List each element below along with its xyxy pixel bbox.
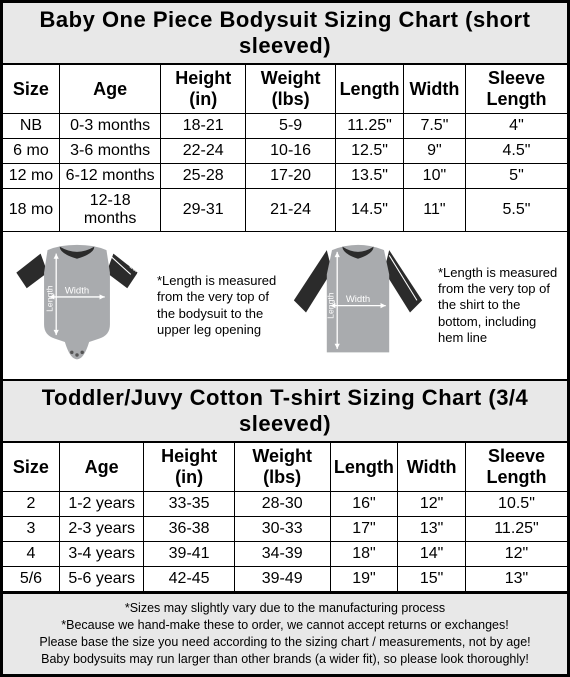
- table-cell: 3: [3, 517, 59, 542]
- disclaimer-line: *Because we hand-make these to order, we…: [11, 617, 559, 634]
- table-cell: 5.5": [465, 189, 567, 232]
- table-cell: 19": [330, 567, 398, 592]
- length-label: Length: [45, 285, 55, 312]
- table-cell: 15": [398, 567, 466, 592]
- table-cell: NB: [3, 114, 59, 139]
- table-row: 18 mo12-18 months29-3121-2414.5"11"5.5": [3, 189, 567, 232]
- table-cell: 34-39: [234, 542, 330, 567]
- column-header: Weight (lbs): [234, 443, 330, 492]
- column-header: Length: [336, 65, 404, 114]
- note-left: *Length is measured from the very top of…: [153, 273, 282, 338]
- diagram-section: Width Length Sleeve Length *Length is me…: [3, 232, 567, 381]
- table-row: 43-4 years39-4134-3918"14"12": [3, 542, 567, 567]
- table-cell: 5-6 years: [59, 567, 144, 592]
- table-cell: 4.5": [465, 139, 567, 164]
- table-cell: 3-4 years: [59, 542, 144, 567]
- table-cell: 4": [465, 114, 567, 139]
- table-cell: 28-30: [234, 492, 330, 517]
- table-cell: 16": [330, 492, 398, 517]
- table-cell: 1-2 years: [59, 492, 144, 517]
- width-label: Width: [65, 285, 89, 296]
- table-cell: 10-16: [246, 139, 336, 164]
- table-cell: 10.5": [465, 492, 567, 517]
- table-cell: 18": [330, 542, 398, 567]
- column-header: Height (in): [161, 65, 246, 114]
- column-header: Width: [398, 443, 466, 492]
- column-header: Width: [403, 65, 465, 114]
- chart2-table: SizeAgeHeight (in)Weight (lbs)LengthWidt…: [3, 443, 567, 592]
- table-cell: 5": [465, 164, 567, 189]
- note-right: *Length is measured from the very top of…: [434, 265, 563, 346]
- chart1-table: SizeAgeHeight (in)Weight (lbs)LengthWidt…: [3, 65, 567, 232]
- disclaimer-line: Baby bodysuits may run larger than other…: [11, 651, 559, 668]
- chart1-title: Baby One Piece Bodysuit Sizing Chart (sh…: [3, 3, 567, 65]
- table-cell: 4: [3, 542, 59, 567]
- width-label-2: Width: [346, 294, 370, 305]
- table-cell: 18 mo: [3, 189, 59, 232]
- table-cell: 22-24: [161, 139, 246, 164]
- chart2-title: Toddler/Juvy Cotton T-shirt Sizing Chart…: [3, 381, 567, 443]
- table-cell: 39-41: [144, 542, 234, 567]
- disclaimer-line: *Sizes may slightly vary due to the manu…: [11, 600, 559, 617]
- column-header: Age: [59, 65, 161, 114]
- column-header: Length: [330, 443, 398, 492]
- column-header: Height (in): [144, 443, 234, 492]
- table-cell: 25-28: [161, 164, 246, 189]
- bodysuit-diagram: Width Length Sleeve Length: [7, 238, 147, 373]
- column-header: Size: [3, 65, 59, 114]
- table-cell: 12": [465, 542, 567, 567]
- table-cell: 29-31: [161, 189, 246, 232]
- table-cell: 12": [398, 492, 466, 517]
- table-cell: 18-21: [161, 114, 246, 139]
- table-cell: 10": [403, 164, 465, 189]
- table-cell: 5/6: [3, 567, 59, 592]
- column-header: Sleeve Length: [465, 65, 567, 114]
- column-header: Sleeve Length: [465, 443, 567, 492]
- column-header: Weight (lbs): [246, 65, 336, 114]
- table-cell: 11": [403, 189, 465, 232]
- table-cell: 12 mo: [3, 164, 59, 189]
- length-label-2: Length: [326, 292, 336, 319]
- table-cell: 12-18 months: [59, 189, 161, 232]
- table-cell: 21-24: [246, 189, 336, 232]
- disclaimer: *Sizes may slightly vary due to the manu…: [3, 592, 567, 674]
- table-cell: 6-12 months: [59, 164, 161, 189]
- table-cell: 30-33: [234, 517, 330, 542]
- table-row: 6 mo3-6 months22-2410-1612.5"9"4.5": [3, 139, 567, 164]
- tshirt-diagram: Width Length Sleeve Length: [288, 238, 428, 373]
- table-row: 21-2 years33-3528-3016"12"10.5": [3, 492, 567, 517]
- table-row: NB0-3 months18-215-911.25"7.5"4": [3, 114, 567, 139]
- table-cell: 7.5": [403, 114, 465, 139]
- table-row: 5/65-6 years42-4539-4919"15"13": [3, 567, 567, 592]
- table-cell: 33-35: [144, 492, 234, 517]
- sizing-chart-page: Baby One Piece Bodysuit Sizing Chart (sh…: [0, 0, 570, 677]
- table-cell: 17-20: [246, 164, 336, 189]
- table-cell: 2: [3, 492, 59, 517]
- table-cell: 9": [403, 139, 465, 164]
- disclaimer-line: Please base the size you need according …: [11, 634, 559, 651]
- table-cell: 42-45: [144, 567, 234, 592]
- table-cell: 14.5": [336, 189, 404, 232]
- column-header: Age: [59, 443, 144, 492]
- table-cell: 6 mo: [3, 139, 59, 164]
- table-cell: 11.25": [465, 517, 567, 542]
- table-cell: 13": [465, 567, 567, 592]
- table-cell: 12.5": [336, 139, 404, 164]
- table-cell: 11.25": [336, 114, 404, 139]
- table-cell: 13.5": [336, 164, 404, 189]
- table-row: 12 mo6-12 months25-2817-2013.5"10"5": [3, 164, 567, 189]
- column-header: Size: [3, 443, 59, 492]
- table-cell: 39-49: [234, 567, 330, 592]
- table-cell: 36-38: [144, 517, 234, 542]
- table-cell: 14": [398, 542, 466, 567]
- table-cell: 3-6 months: [59, 139, 161, 164]
- table-cell: 0-3 months: [59, 114, 161, 139]
- table-row: 32-3 years36-3830-3317"13"11.25": [3, 517, 567, 542]
- table-cell: 2-3 years: [59, 517, 144, 542]
- table-cell: 13": [398, 517, 466, 542]
- table-cell: 5-9: [246, 114, 336, 139]
- table-cell: 17": [330, 517, 398, 542]
